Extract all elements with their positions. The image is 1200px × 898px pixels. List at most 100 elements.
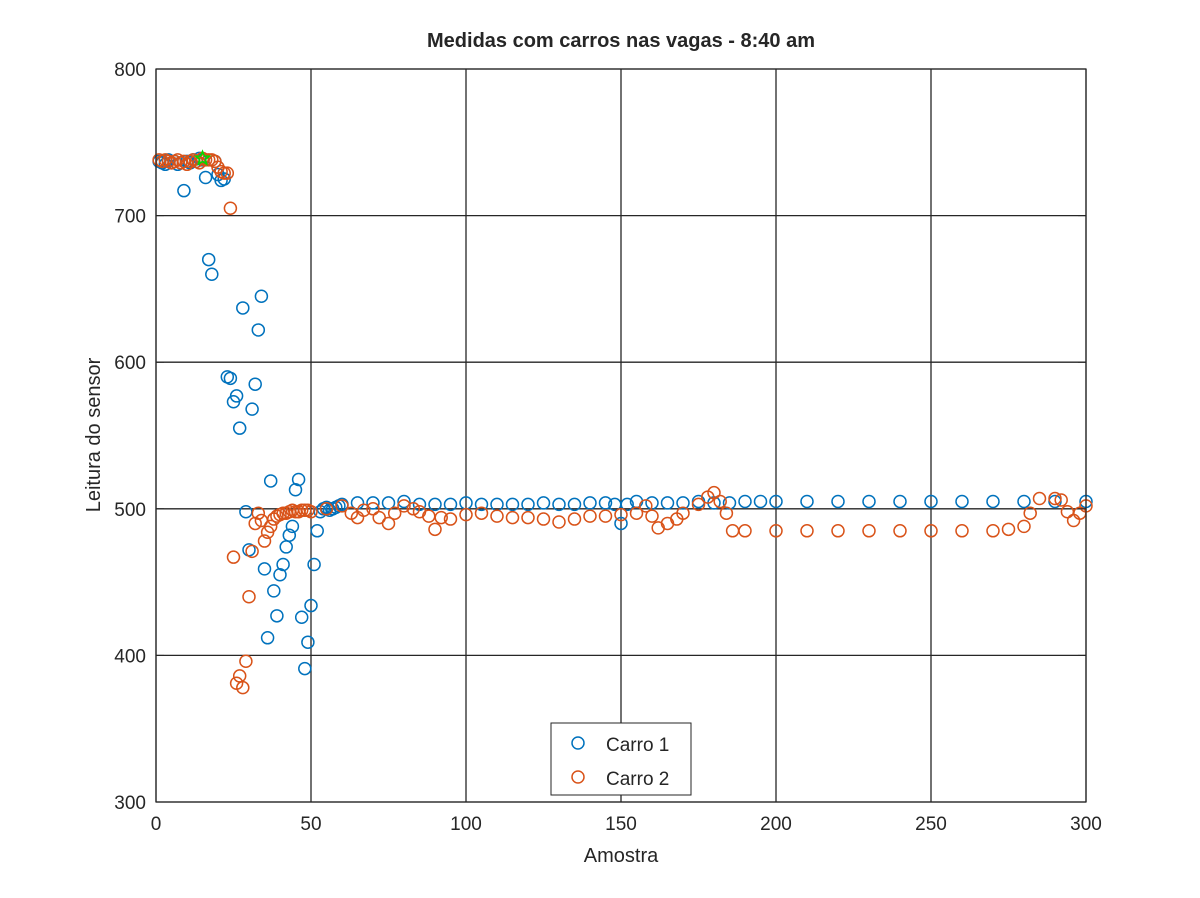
data-point — [428, 497, 442, 512]
data-point — [366, 502, 380, 516]
legend-label-carro-1: Carro 1 — [606, 735, 669, 756]
data-point — [753, 494, 768, 509]
data-point — [639, 499, 653, 513]
data-point — [301, 635, 315, 649]
data-point — [614, 507, 628, 522]
data-point — [236, 680, 250, 695]
data-point — [443, 497, 458, 512]
data-point — [769, 524, 783, 538]
data-point — [1054, 493, 1068, 507]
data-point — [676, 506, 690, 520]
data-point — [285, 519, 300, 534]
data-point — [1017, 519, 1031, 534]
data-point — [1023, 506, 1037, 520]
data-point — [251, 323, 266, 337]
data-point — [381, 516, 396, 531]
y-tick-labels: 300 400 500 600 700 800 — [114, 60, 146, 814]
data-point — [387, 506, 402, 520]
data-point — [769, 494, 783, 509]
data-point — [719, 506, 734, 520]
data-point — [893, 494, 907, 509]
y-tick-label: 500 — [114, 500, 146, 521]
data-point — [521, 497, 535, 512]
data-point — [406, 502, 421, 516]
data-point — [505, 497, 520, 512]
data-point — [263, 519, 278, 534]
data-point — [583, 509, 597, 523]
data-point — [260, 631, 275, 645]
highlight-star-marker — [193, 149, 212, 166]
y-axis-label: Leitura do sensor — [83, 357, 105, 512]
data-point — [217, 166, 231, 180]
data-point — [474, 506, 489, 520]
data-point — [620, 497, 634, 512]
data-point — [831, 524, 845, 538]
data-point — [831, 494, 845, 509]
data-point — [267, 584, 281, 598]
data-point — [598, 496, 613, 510]
x-tick-label: 0 — [151, 814, 162, 835]
data-point — [459, 507, 473, 522]
data-point — [245, 544, 259, 559]
data-point — [598, 509, 613, 523]
data-point — [567, 512, 582, 526]
data-point — [1032, 491, 1047, 506]
data-point — [660, 496, 675, 510]
data-point — [552, 497, 566, 512]
data-point — [304, 504, 318, 519]
data-point — [955, 494, 969, 509]
chart-title: Medidas com carros nas vagas - 8:40 am — [427, 30, 815, 52]
data-point — [366, 496, 380, 510]
x-tick-label: 250 — [915, 814, 947, 835]
data-point — [434, 510, 448, 525]
data-point — [201, 153, 216, 167]
legend: Carro 1 Carro 2 — [550, 722, 692, 796]
data-point — [335, 499, 349, 513]
data-point — [691, 497, 706, 512]
x-tick-labels: 0 50 100 150 200 250 300 — [151, 814, 1102, 835]
data-point — [229, 389, 244, 403]
data-point — [381, 496, 396, 510]
data-point — [924, 524, 938, 538]
data-point — [242, 590, 256, 604]
tick-marks — [155, 68, 1087, 803]
data-point — [248, 377, 262, 391]
data-point — [707, 485, 721, 500]
data-point — [294, 503, 309, 518]
data-point — [276, 557, 290, 572]
data-point — [862, 524, 876, 538]
data-point — [505, 510, 520, 525]
data-point — [583, 496, 597, 510]
data-point — [1048, 491, 1062, 506]
x-tick-label: 200 — [760, 814, 792, 835]
legend-label-carro-2: Carro 2 — [606, 769, 669, 790]
highlight-layer — [193, 149, 212, 166]
x-tick-label: 50 — [300, 814, 321, 835]
y-tick-label: 700 — [114, 207, 146, 228]
data-point — [1001, 522, 1016, 537]
data-point — [552, 515, 566, 529]
x-tick-label: 100 — [450, 814, 482, 835]
data-point — [536, 512, 551, 526]
data-point — [205, 267, 219, 281]
data-point — [397, 499, 411, 513]
data-point — [356, 503, 371, 518]
data-point — [713, 494, 727, 509]
data-point — [567, 497, 582, 512]
series-layer — [152, 151, 1093, 695]
data-point — [263, 474, 278, 488]
y-tick-label: 300 — [114, 793, 146, 814]
data-point — [223, 371, 238, 386]
data-point — [307, 557, 321, 572]
data-point — [1017, 494, 1031, 509]
data-point — [536, 496, 551, 510]
legend-marker-carro-1 — [571, 736, 585, 750]
data-point — [291, 472, 306, 487]
y-tick-label: 800 — [114, 60, 146, 81]
data-point — [893, 524, 907, 538]
data-point — [282, 528, 297, 542]
data-point — [645, 509, 659, 523]
data-point — [294, 610, 309, 625]
data-point — [232, 421, 247, 435]
